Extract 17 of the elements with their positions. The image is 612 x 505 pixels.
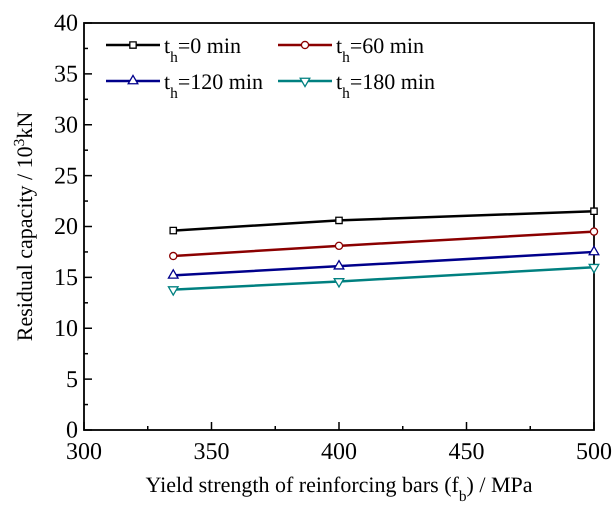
legend-label: t$_{h}$=120 min (164, 69, 263, 102)
y-tick-label: 5 (66, 366, 78, 393)
y-tick-label: 10 (54, 316, 78, 342)
x-axis-title: Yield strength of reinforcing bars (f$_{b}$) / MPa (145, 472, 533, 504)
legend-label: t$_{h}$=0 min (164, 33, 241, 66)
y-tick-label: 15 (54, 265, 78, 292)
x-tick-label: 400 (321, 439, 357, 466)
legend-label: t$_{h}$=60 min (336, 33, 424, 66)
legend-label: t$_{h}$=180 min (336, 69, 435, 102)
y-tick-label: 35 (54, 62, 78, 88)
y-tick-label: 40 (54, 10, 78, 37)
y-tick-label: 25 (54, 163, 78, 190)
x-tick-label: 500 (576, 439, 612, 466)
x-tick-label: 450 (448, 439, 484, 466)
y-tick-label: 20 (54, 214, 78, 240)
y-tick-label: 30 (54, 112, 78, 138)
x-tick-label: 350 (194, 439, 230, 466)
